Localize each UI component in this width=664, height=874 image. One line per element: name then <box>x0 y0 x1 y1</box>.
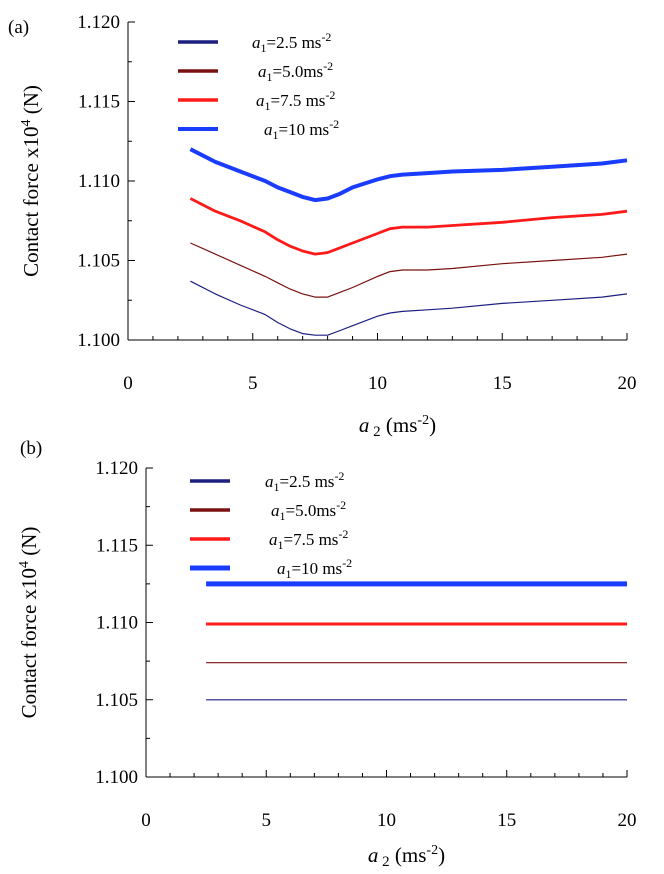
legend-exp: -2 <box>329 117 339 131</box>
series-line <box>189 197 628 256</box>
x-axis-title: a 2 (ms-2) <box>359 413 436 440</box>
y-tick-label: 1.105 <box>77 251 120 272</box>
series-line <box>190 280 628 336</box>
x-tick-label: 5 <box>262 810 272 831</box>
x-title-exp: -2 <box>417 413 429 428</box>
y-title-exp: 4 <box>19 119 34 126</box>
x-title-sub: 2 <box>369 424 380 440</box>
x-tick-label: 15 <box>497 810 516 831</box>
x-title-sub: 2 <box>378 854 389 870</box>
legend-sub: 1 <box>261 41 267 55</box>
y-tick-label: 1.105 <box>95 690 138 711</box>
legend-value: =10 ms <box>292 559 343 578</box>
legend-exp: -2 <box>336 498 346 512</box>
legend-var: a <box>252 33 261 52</box>
y-tick-label: 1.100 <box>77 330 120 351</box>
y-title-exp: 4 <box>17 561 32 568</box>
x-tick-label: 20 <box>618 810 637 831</box>
x-tick-label: 15 <box>493 373 512 394</box>
series-line <box>189 147 628 203</box>
y-tick-label: 1.120 <box>95 458 138 479</box>
legend-exp: -2 <box>338 527 348 541</box>
legend-sub: 1 <box>280 509 286 523</box>
legend-sub: 1 <box>278 538 284 552</box>
series-line <box>190 242 628 298</box>
y-tick-label: 1.100 <box>95 767 138 788</box>
y-title-main: Contact force x10 <box>17 568 41 718</box>
x-tick-label: 0 <box>141 810 151 831</box>
x-title-close: ) <box>438 843 445 867</box>
legend-exp: -2 <box>325 88 335 102</box>
y-title-unit: (N) <box>17 527 41 561</box>
x-tick-label: 10 <box>377 810 396 831</box>
x-title-close: ) <box>429 413 436 437</box>
x-tick-label: 20 <box>618 373 637 394</box>
x-title-var: a <box>368 843 379 867</box>
legend-var: a <box>277 559 286 578</box>
x-axis-title: a 2 (ms-2) <box>368 843 445 870</box>
panel-label: (a) <box>8 17 29 38</box>
legend-entry: a1=10 ms-2 <box>277 556 352 581</box>
legend-var: a <box>258 62 267 81</box>
y-tick-label: 1.110 <box>78 171 120 192</box>
legend-exp: -2 <box>321 30 331 44</box>
y-tick-label: 1.110 <box>96 613 138 634</box>
panel-label: (b) <box>20 438 42 459</box>
y-axis-title: Contact force x104 (N) <box>17 527 41 719</box>
legend-var: a <box>271 501 280 520</box>
legend-entry: a1=5.0ms-2 <box>258 59 333 84</box>
legend-value: =5.0ms <box>286 501 337 520</box>
legend-var: a <box>265 472 274 491</box>
legend-exp: -2 <box>334 469 344 483</box>
legend-entry: a1=2.5 ms-2 <box>265 469 344 494</box>
legend-value: =10 ms <box>279 120 330 139</box>
y-title-main: Contact force x10 <box>19 126 43 276</box>
legend-sub: 1 <box>274 480 280 494</box>
y-tick-label: 1.115 <box>78 92 120 113</box>
x-tick-label: 10 <box>368 373 387 394</box>
legend-entry: a1=7.5 ms-2 <box>269 527 348 552</box>
legend-value: =2.5 ms <box>267 33 322 52</box>
x-title-unit: (ms <box>381 413 418 437</box>
legend-var: a <box>269 530 278 549</box>
x-title-var: a <box>359 413 370 437</box>
legend-sub: 1 <box>265 99 271 113</box>
y-title-unit: (N) <box>19 85 43 119</box>
legend-var: a <box>256 91 265 110</box>
legend-sub: 1 <box>286 567 292 581</box>
legend-entry: a1=7.5 ms-2 <box>256 88 335 113</box>
y-tick-label: 1.120 <box>77 12 120 33</box>
x-tick-label: 0 <box>123 373 133 394</box>
legend-entry: a1=5.0ms-2 <box>271 498 346 523</box>
legend-sub: 1 <box>273 128 279 142</box>
x-title-exp: -2 <box>426 843 438 858</box>
x-tick-label: 5 <box>248 373 258 394</box>
y-axis-title: Contact force x104 (N) <box>19 85 43 277</box>
legend-value: =2.5 ms <box>280 472 335 491</box>
legend-value: =7.5 ms <box>284 530 339 549</box>
legend-sub: 1 <box>267 70 273 84</box>
y-tick-label: 1.115 <box>96 535 138 556</box>
legend-entry: a1=10 ms-2 <box>264 117 339 142</box>
legend-value: =5.0ms <box>273 62 324 81</box>
legend-exp: -2 <box>323 59 333 73</box>
legend-exp: -2 <box>342 556 352 570</box>
legend-var: a <box>264 120 273 139</box>
legend-value: =7.5 ms <box>271 91 326 110</box>
legend-entry: a1=2.5 ms-2 <box>252 30 331 55</box>
x-title-unit: (ms <box>390 843 427 867</box>
